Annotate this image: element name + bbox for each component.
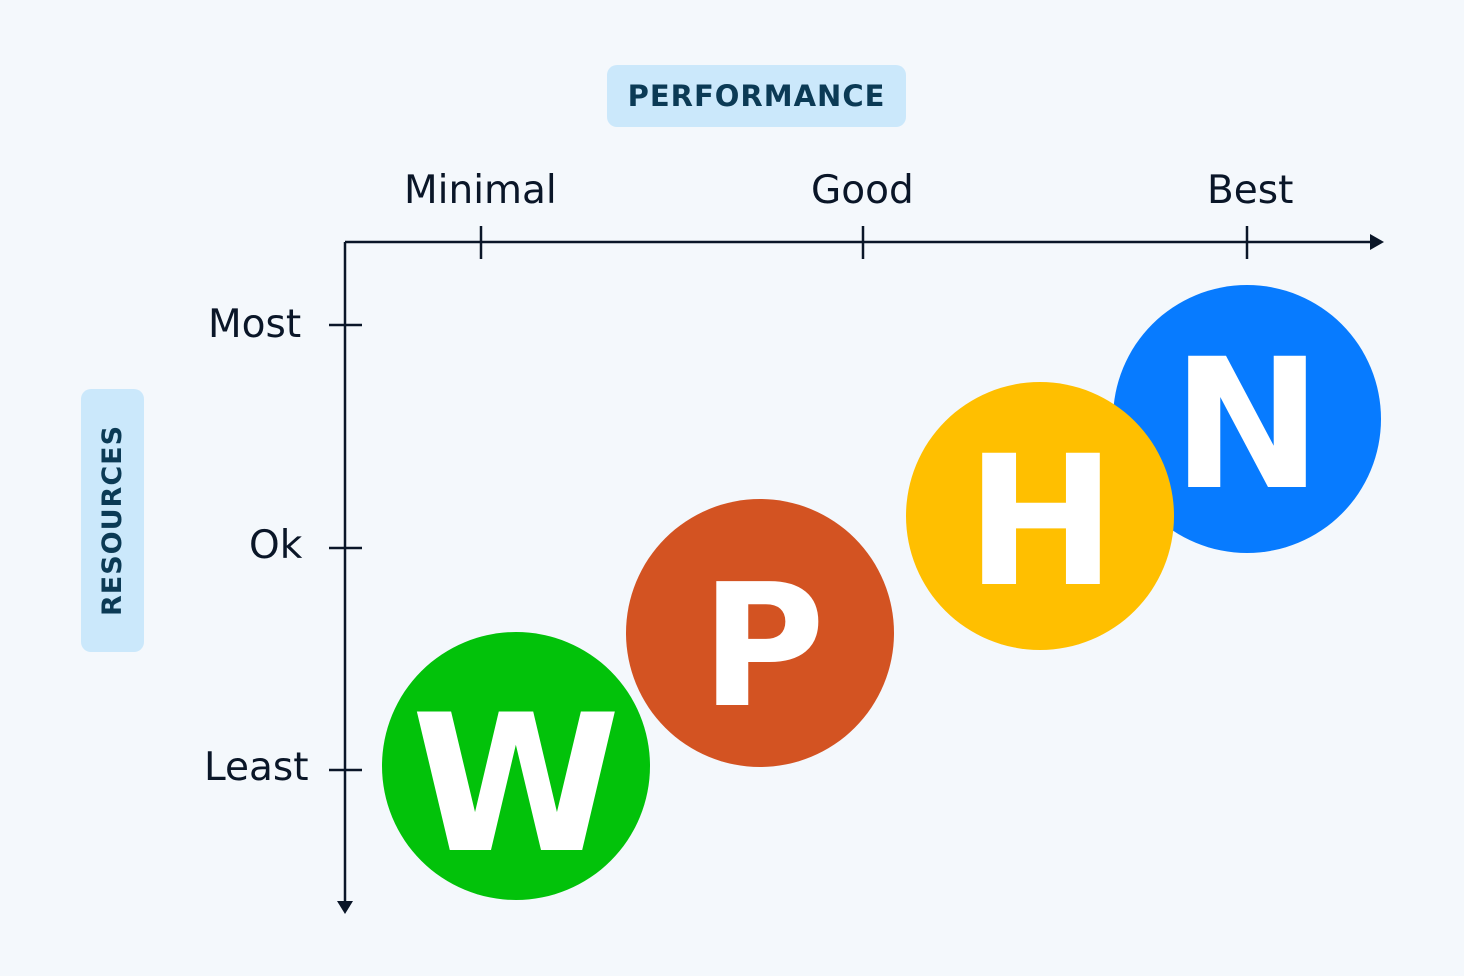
circle-p: P (626, 499, 894, 767)
y-axis-arrow-icon (337, 901, 353, 914)
circle-h-shape (906, 382, 1174, 650)
circle-h-letter: H (966, 418, 1117, 627)
circle-w-shape (382, 632, 650, 900)
resources-axis-title: RESOURCES (81, 389, 144, 652)
circle-n-shape (1113, 285, 1381, 553)
axes (329, 226, 1372, 903)
circle-p-letter: P (701, 548, 826, 746)
y-tick-label-ok: Ok (249, 523, 303, 568)
x-axis-arrow-icon (1370, 234, 1384, 250)
x-tick-label-best: Best (1207, 168, 1294, 213)
x-tick-label-minimal: Minimal (404, 168, 557, 213)
y-tick-label-most: Most (208, 302, 302, 347)
circle-w-letter: W (411, 674, 621, 895)
circle-w: W (382, 632, 650, 900)
circle-n: N (1113, 285, 1381, 553)
y-tick-label-least: Least (204, 745, 309, 790)
circle-p-shape (626, 499, 894, 767)
performance-axis-title-text: PERFORMANCE (627, 79, 886, 113)
circle-h: H (906, 382, 1174, 650)
circle-n-letter: N (1172, 321, 1323, 530)
performance-axis-title: PERFORMANCE (607, 65, 906, 127)
x-tick-label-good: Good (811, 168, 914, 213)
